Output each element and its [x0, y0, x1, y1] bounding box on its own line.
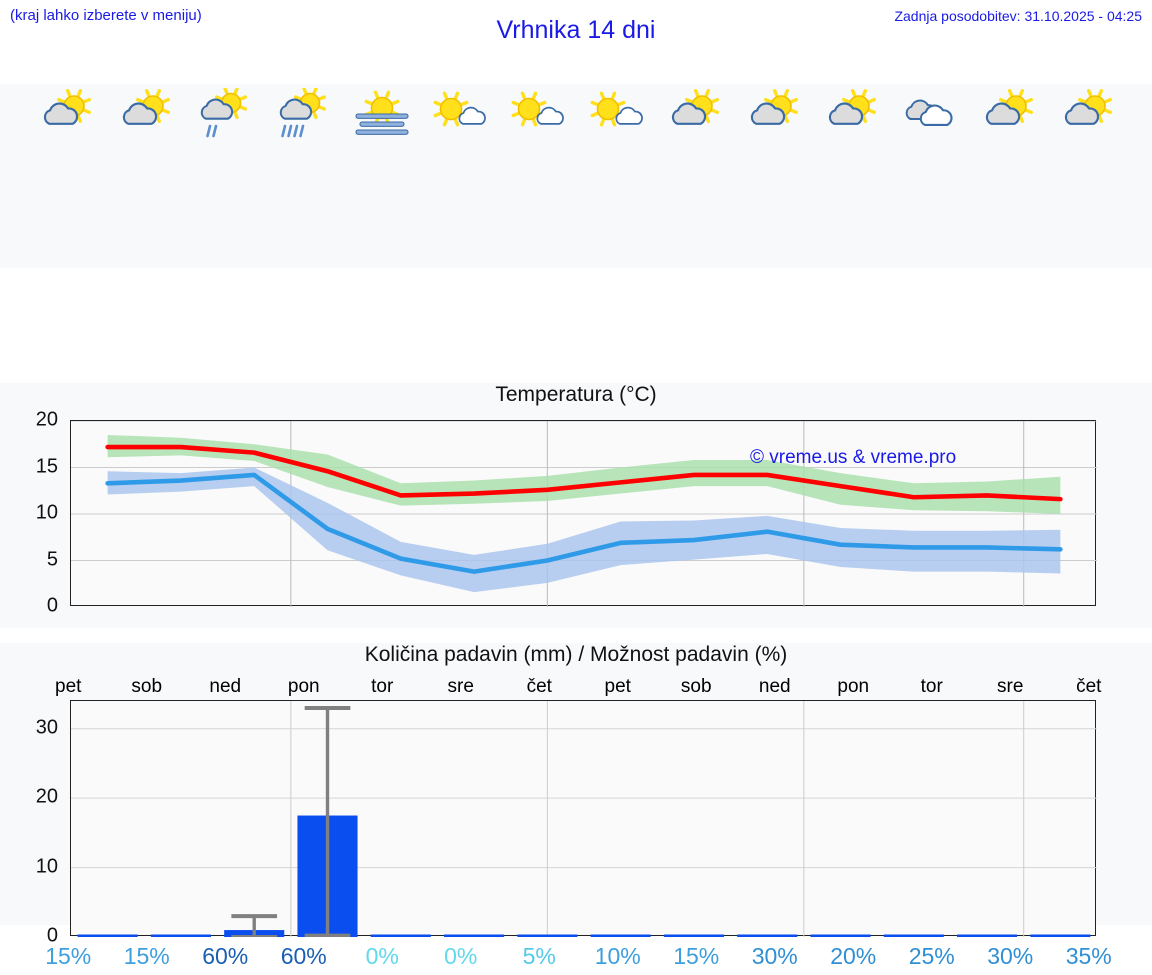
- forecast-day-column[interactable]: [814, 84, 893, 268]
- y-axis-tick-label: 0: [46, 924, 58, 947]
- precipitation-day-label: sob: [131, 676, 163, 697]
- forecast-day-column[interactable]: [29, 84, 108, 268]
- menu-hint: (kraj lahko izberete v meniju): [10, 7, 202, 24]
- precipitation-probability: 25%: [908, 943, 955, 969]
- y-axis-tick-label: 10: [35, 855, 58, 878]
- precipitation-probability-row: 15% 15% 60% 60% 0% 0% 5% 10% 15% 30% 20% 25% 30% 35%: [0, 943, 1152, 970]
- forecast-day-column[interactable]: [893, 84, 972, 268]
- sun-behind-cloud-icon: [817, 88, 889, 140]
- y-axis-tick-label: 30: [35, 716, 58, 739]
- forecast-day-column[interactable]: [579, 84, 658, 268]
- precipitation-day-label: čet: [1076, 676, 1102, 697]
- temperature-chart-title: Temperatura (°C): [495, 383, 657, 406]
- forecast-day-column[interactable]: [265, 84, 344, 268]
- precipitation-day-label: pon: [287, 676, 320, 697]
- precipitation-probability: 20%: [830, 943, 877, 969]
- sun-with-small-cloud-icon: [582, 88, 654, 140]
- y-axis-tick-label: 20: [35, 785, 58, 808]
- watermark: © vreme.us & vreme.pro: [750, 447, 957, 468]
- page-header: (kraj lahko izberete v meniju) Vrhnika 1…: [0, 0, 1152, 72]
- sun-behind-rain-cloud-heavy-icon: [268, 88, 340, 140]
- precipitation-day-label: pet: [604, 676, 631, 697]
- precipitation-probability: 60%: [202, 943, 249, 969]
- precipitation-probability: 60%: [280, 943, 327, 969]
- precipitation-probability: 15%: [45, 943, 92, 969]
- sun-behind-cloud-icon: [32, 88, 104, 140]
- precipitation-day-label: čet: [526, 676, 552, 697]
- precipitation-probability: 15%: [673, 943, 720, 969]
- y-axis-tick-label: 15: [35, 455, 58, 477]
- precipitation-probability: 0%: [444, 943, 478, 969]
- forecast-day-column[interactable]: [108, 84, 187, 268]
- precipitation-day-label: ned: [758, 676, 791, 697]
- forecast-day-column[interactable]: [1050, 84, 1129, 268]
- forecast-day-column[interactable]: [422, 84, 501, 268]
- temperature-section: Temperatura (°C) 0 5 10 15 20 © vreme.us & v…: [0, 383, 1152, 628]
- precipitation-probability: 10%: [594, 943, 641, 969]
- y-axis-tick-label: 0: [46, 594, 58, 617]
- precipitation-day-label: ned: [209, 676, 242, 697]
- page-title: Vrhnika 14 dni: [496, 16, 656, 44]
- precipitation-day-label: tor: [920, 676, 943, 697]
- forecast-day-column[interactable]: [343, 84, 422, 268]
- forecast-day-column[interactable]: [500, 84, 579, 268]
- last-updated: Zadnja posodobitev: 31.10.2025 - 04:25: [894, 8, 1142, 24]
- precipitation-day-label: pon: [837, 676, 870, 697]
- precipitation-section: Količina padavin (mm) / Možnost padavin …: [0, 643, 1152, 969]
- precipitation-day-label: sre: [447, 676, 474, 697]
- precipitation-plot: [70, 700, 1097, 937]
- sun-behind-cloud-icon: [111, 88, 183, 140]
- precipitation-day-labels: pet sob ned pon tor sre čet pet sob ned pon tor sre č…: [0, 676, 1152, 698]
- precipitation-probability: 0%: [365, 943, 399, 969]
- forecast-day-column[interactable]: [186, 84, 265, 268]
- precipitation-probability: 30%: [751, 943, 798, 969]
- overcast-clouds-icon: [896, 88, 968, 140]
- precipitation-day-label: tor: [371, 676, 394, 697]
- precipitation-day-label: sob: [680, 676, 712, 697]
- sun-behind-cloud-icon: [1053, 88, 1125, 140]
- precipitation-probability: 5%: [522, 943, 556, 969]
- precipitation-probability: 15%: [123, 943, 170, 969]
- sun-behind-rain-cloud-light-icon: [189, 88, 261, 140]
- sun-with-fog-icon: [346, 88, 418, 140]
- precipitation-probability: 30%: [987, 943, 1034, 969]
- sun-behind-cloud-icon: [660, 88, 732, 140]
- y-axis-tick-label: 20: [35, 408, 58, 431]
- precipitation-chart-title: Količina padavin (mm) / Možnost padavin …: [364, 643, 788, 666]
- sun-behind-cloud-icon: [739, 88, 811, 140]
- sun-behind-cloud-icon: [974, 88, 1046, 140]
- sun-with-small-cloud-icon: [503, 88, 575, 140]
- temperature-plot: [70, 420, 1097, 607]
- sun-with-small-cloud-icon: [425, 88, 497, 140]
- y-axis-tick-label: 10: [35, 501, 58, 524]
- forecast-day-column[interactable]: [971, 84, 1050, 268]
- y-axis-tick-label: 5: [46, 548, 58, 570]
- forecast-day-column[interactable]: [657, 84, 736, 268]
- precipitation-probability: 35%: [1065, 943, 1112, 969]
- daily-forecast-strip: [0, 84, 1152, 268]
- forecast-day-column[interactable]: [736, 84, 815, 268]
- precipitation-day-label: sre: [997, 676, 1024, 697]
- precipitation-day-label: pet: [55, 676, 82, 697]
